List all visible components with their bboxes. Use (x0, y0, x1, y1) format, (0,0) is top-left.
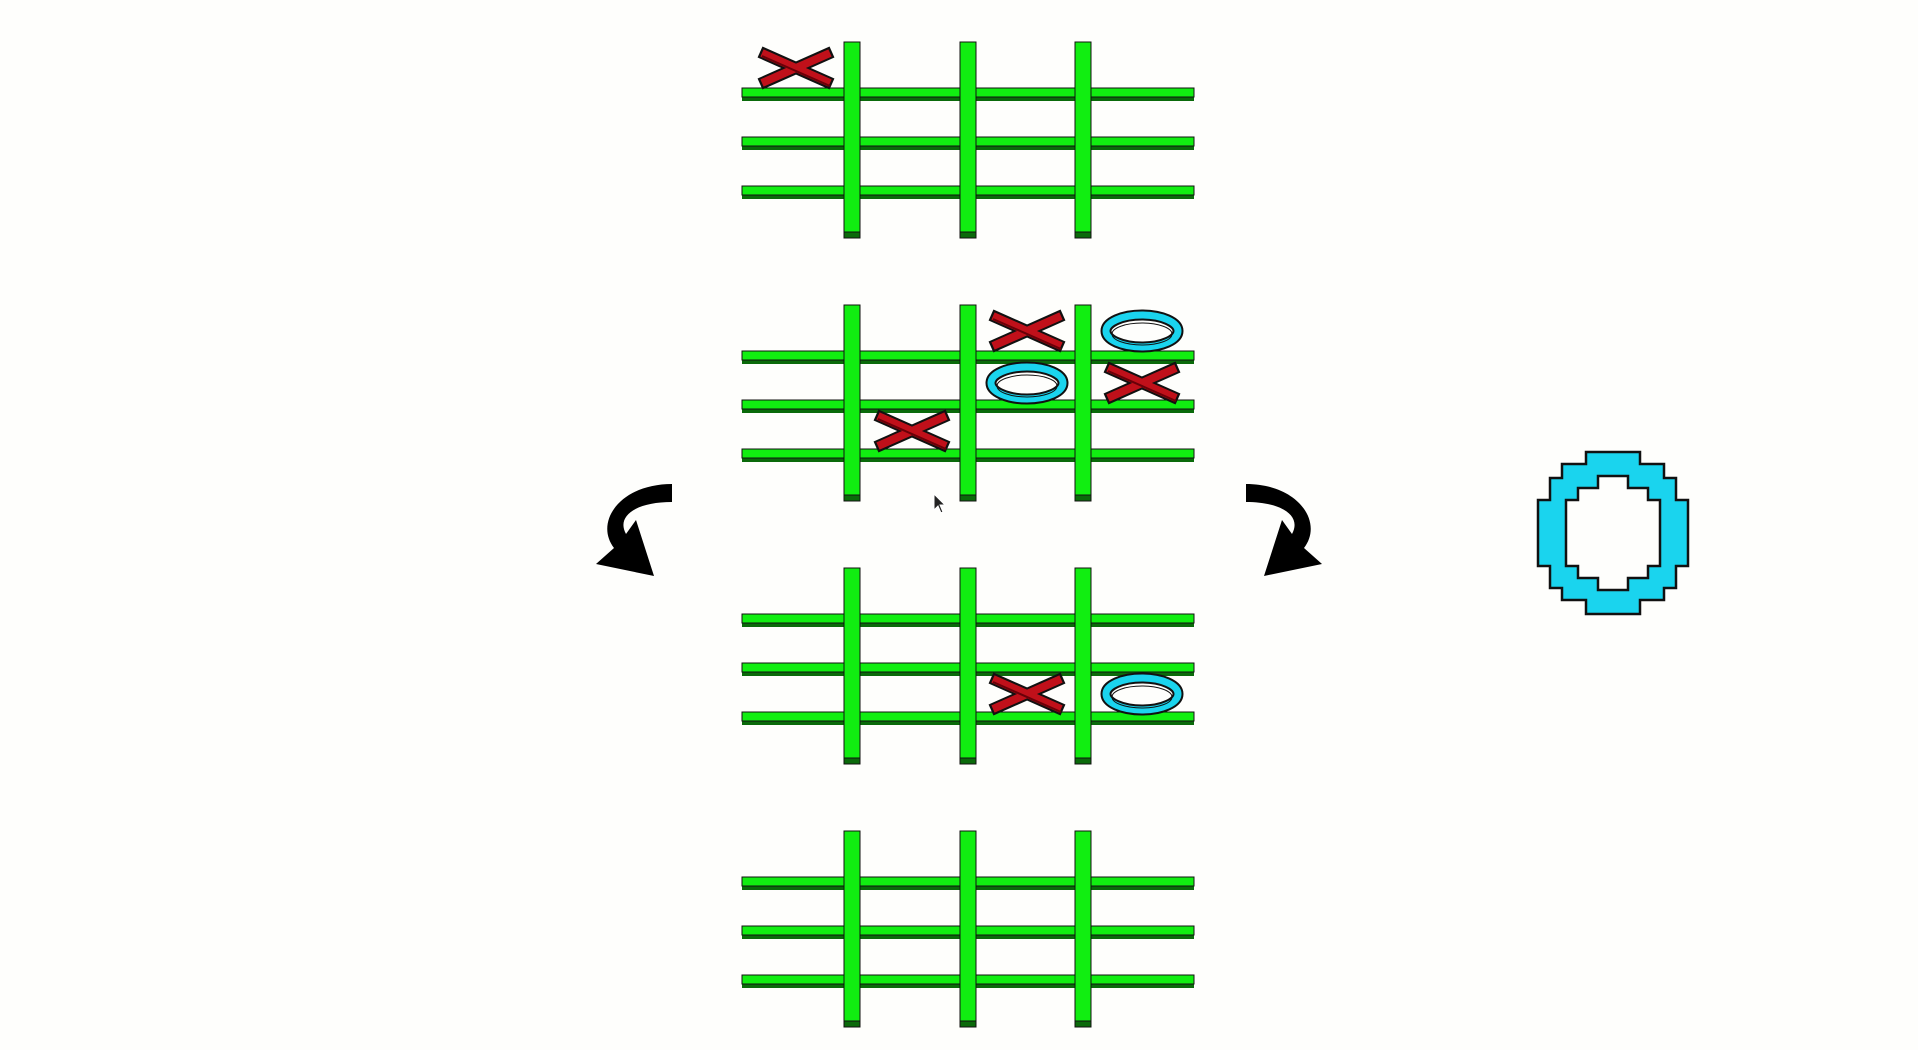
grid-bar-foot (843, 231, 861, 239)
cell-l1-r2-c3[interactable] (1092, 100, 1192, 140)
grid-bar-foot (843, 494, 861, 502)
cell-l3-r2-c1[interactable] (862, 626, 962, 666)
cell-l3-r3-c1[interactable] (862, 674, 962, 714)
grid-bar-vertical (959, 830, 977, 1022)
cell-l1-r2-c2[interactable] (977, 100, 1077, 140)
grid-bar-foot (1074, 757, 1092, 765)
boards-container (741, 41, 1195, 1028)
o-turn-indicator-icon (1536, 450, 1690, 616)
cell-l2-r3-c2[interactable] (977, 411, 1077, 451)
cell-l2-r3-c3[interactable] (1092, 411, 1192, 451)
x-piece (988, 309, 1066, 353)
board-layer-2[interactable] (741, 304, 1195, 502)
grid-bar-vertical (959, 304, 977, 496)
cell-l3-r1-c1[interactable] (862, 574, 962, 614)
cell-l3-r1-c2[interactable] (977, 574, 1077, 614)
grid-bar-vertical (959, 41, 977, 233)
board-layer-4[interactable] (741, 830, 1195, 1028)
grid-bar-vertical (843, 567, 861, 759)
cell-l4-r1-c2[interactable] (977, 837, 1077, 877)
cell-l3-r1-c3[interactable] (1092, 574, 1192, 614)
cell-l4-r2-c1[interactable] (862, 889, 962, 929)
grid-bar-foot (1074, 1020, 1092, 1028)
board-layer-1[interactable] (741, 41, 1195, 239)
cell-l2-r1-c1[interactable] (862, 311, 962, 351)
grid-bar-vertical (1074, 304, 1092, 496)
grid-bar-foot (959, 231, 977, 239)
grid-bar-vertical (1074, 830, 1092, 1022)
cell-l1-r3-c2[interactable] (977, 148, 1077, 188)
grid-bar-foot (959, 1020, 977, 1028)
cell-l4-r2-c2[interactable] (977, 889, 1077, 929)
grid-bar-foot (843, 1020, 861, 1028)
x-piece (988, 672, 1066, 716)
cell-l4-r2-c3[interactable] (1092, 889, 1192, 929)
o-piece (1100, 672, 1184, 716)
cell-l4-r3-c3[interactable] (1092, 937, 1192, 977)
cell-l4-r1-c1[interactable] (862, 837, 962, 877)
grid-bar-vertical (1074, 567, 1092, 759)
o-piece (985, 361, 1069, 405)
x-piece (757, 46, 835, 90)
rotate-left-arrow-icon[interactable] (596, 484, 672, 576)
board-layer-3[interactable] (741, 567, 1195, 765)
grid-bar-vertical (959, 567, 977, 759)
cell-l1-r2-c1[interactable] (862, 100, 962, 140)
mouse-cursor-icon (933, 492, 947, 514)
grid-bar-foot (959, 757, 977, 765)
grid-bar-vertical (1074, 41, 1092, 233)
cell-l1-r3-c3[interactable] (1092, 148, 1192, 188)
grid-bar-vertical (843, 830, 861, 1022)
cell-l4-r3-c1[interactable] (862, 937, 962, 977)
grid-bar-foot (843, 757, 861, 765)
cell-l1-r1-c1[interactable] (862, 48, 962, 88)
rotate-right-arrow-icon[interactable] (1246, 484, 1322, 576)
grid-bar-foot (959, 494, 977, 502)
cell-l3-r2-c3[interactable] (1092, 626, 1192, 666)
grid-bar-foot (1074, 231, 1092, 239)
cell-l1-r1-c2[interactable] (977, 48, 1077, 88)
grid-bar-vertical (843, 304, 861, 496)
cell-l2-r2-c1[interactable] (862, 363, 962, 403)
cell-l1-r1-c3[interactable] (1092, 48, 1192, 88)
x-piece (873, 409, 951, 453)
cell-l4-r3-c2[interactable] (977, 937, 1077, 977)
o-piece (1100, 309, 1184, 353)
cell-l3-r2-c2[interactable] (977, 626, 1077, 666)
cell-l4-r1-c3[interactable] (1092, 837, 1192, 877)
x-piece (1103, 361, 1181, 405)
grid-bar-vertical (843, 41, 861, 233)
cell-l1-r3-c1[interactable] (862, 148, 962, 188)
grid-bar-foot (1074, 494, 1092, 502)
